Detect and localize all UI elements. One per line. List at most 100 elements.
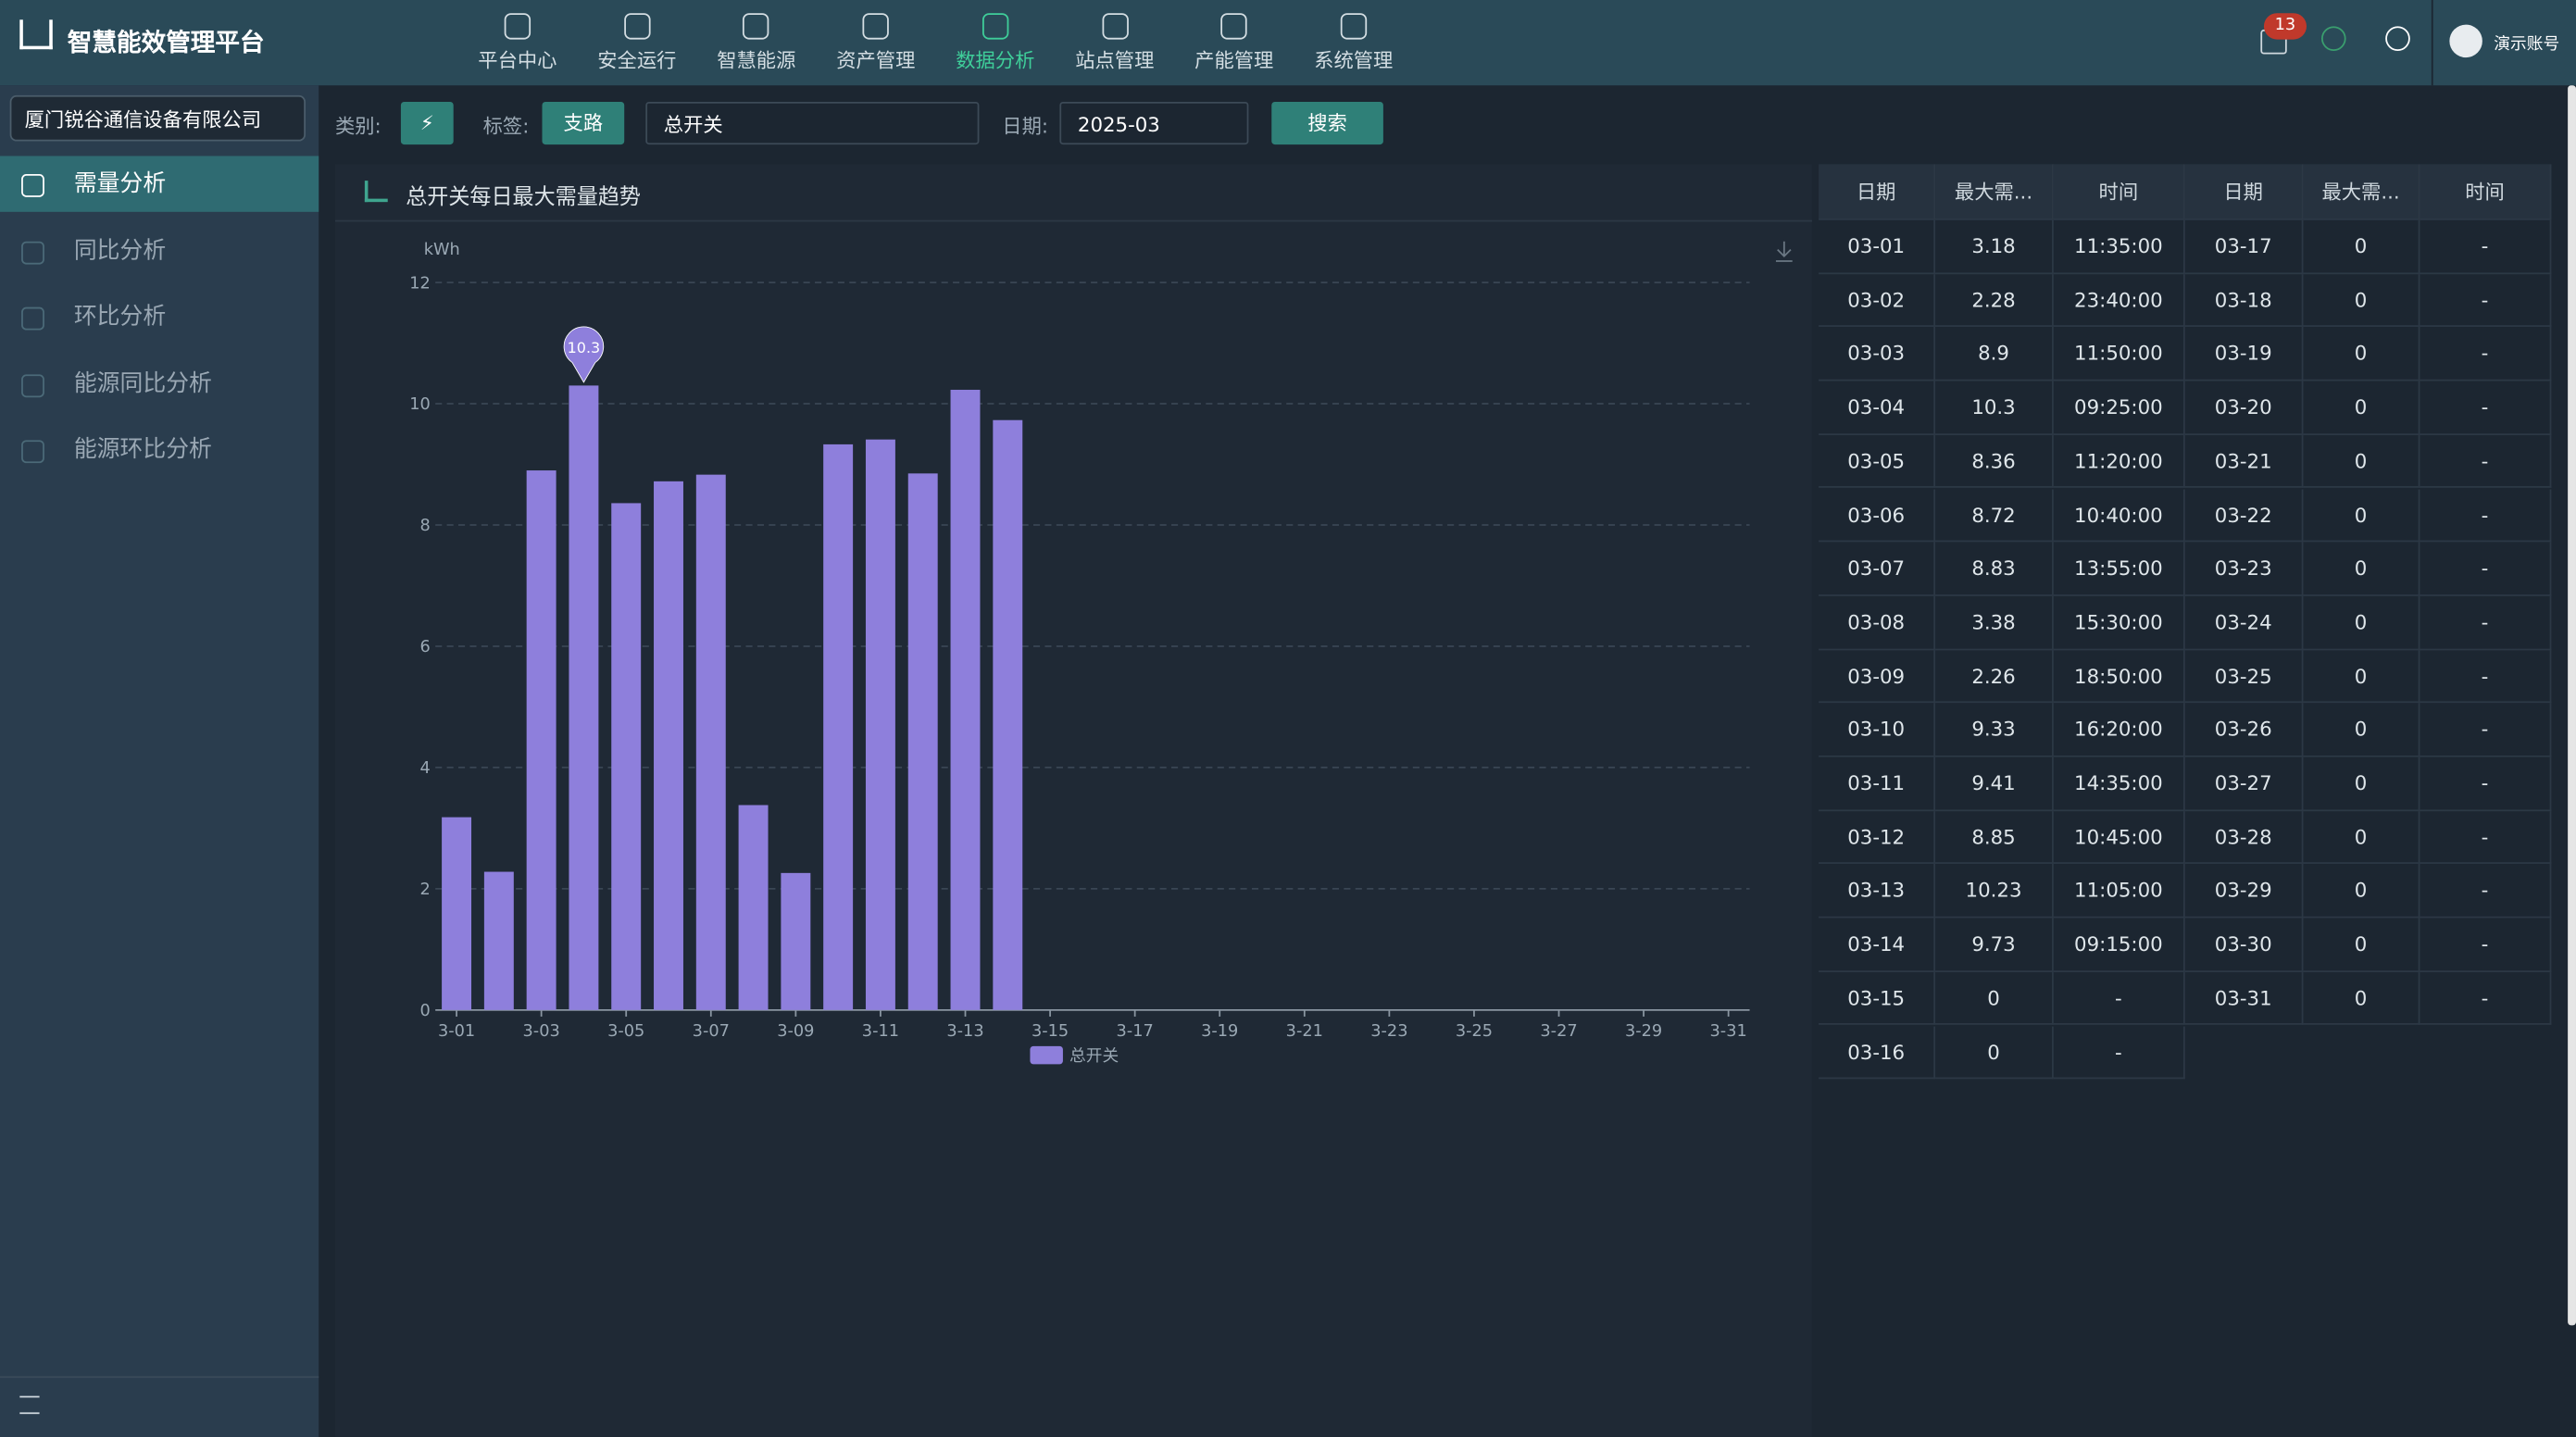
x-tick-label: 3-13 — [946, 1022, 983, 1041]
table-cell: 03-18 — [2184, 273, 2304, 328]
bar[interactable] — [907, 473, 938, 1010]
nav-item[interactable]: 平台中心 — [458, 6, 577, 74]
bar[interactable] — [993, 419, 1023, 1010]
nav-item[interactable]: 智慧能源 — [697, 6, 816, 74]
nav-icon[interactable] — [1101, 13, 1129, 40]
user-name[interactable]: 演示账号 — [2494, 36, 2560, 55]
table-cell: 11:50:00 — [2053, 327, 2185, 381]
table-cell: 03-12 — [1819, 810, 1936, 865]
table-cell: - — [2420, 273, 2552, 328]
side-label[interactable]: 环比分析 — [73, 304, 167, 331]
nav-icon[interactable] — [1340, 13, 1367, 40]
table-cell: 8.72 — [1935, 488, 2054, 543]
scrollbar[interactable] — [2568, 85, 2576, 1326]
nav-label[interactable]: 安全运行 — [597, 49, 677, 73]
tag-label: 标签: — [482, 115, 530, 138]
side-icon[interactable] — [21, 374, 44, 397]
tag-button[interactable]: 支路 — [542, 101, 625, 145]
bar[interactable] — [654, 481, 683, 1010]
nav-icon[interactable] — [1220, 13, 1247, 40]
download-icon[interactable] — [1775, 241, 1793, 262]
side-icon[interactable] — [21, 241, 44, 264]
nav-item[interactable]: 资产管理 — [817, 6, 935, 74]
nav-item[interactable]: 系统管理 — [1294, 6, 1413, 74]
date-input[interactable]: 2025-03 — [1059, 101, 1249, 145]
nav-label[interactable]: 平台中心 — [478, 49, 557, 73]
table-cell: 23:40:00 — [2053, 273, 2185, 328]
avatar[interactable] — [2449, 24, 2482, 58]
side-item[interactable]: 需量分析 — [0, 156, 319, 212]
bar[interactable] — [611, 503, 642, 1010]
bar[interactable] — [569, 385, 599, 1010]
bar[interactable] — [695, 474, 726, 1010]
category-button[interactable]: ⚡ — [400, 101, 454, 145]
side-label[interactable]: 需量分析 — [73, 170, 167, 197]
bar[interactable] — [738, 805, 769, 1010]
x-tick-label: 3-01 — [438, 1022, 475, 1041]
table-cell: 03-22 — [2184, 488, 2304, 543]
nav-label[interactable]: 站点管理 — [1075, 49, 1155, 73]
bar[interactable] — [442, 817, 472, 1010]
company-select[interactable]: 厦门锐谷通信设备有限公司 — [9, 94, 306, 142]
nav-label[interactable]: 产能管理 — [1194, 49, 1274, 73]
legend-swatch[interactable] — [1030, 1045, 1063, 1065]
switch-select[interactable]: 总开关 — [645, 101, 980, 145]
table-cell: - — [2053, 971, 2185, 1026]
table-cell: 15:30:00 — [2053, 595, 2185, 650]
y-tick-label: 12 — [409, 274, 431, 293]
side-icon[interactable] — [21, 307, 44, 331]
collapse-icon[interactable] — [19, 1395, 40, 1415]
table-cell: 03-08 — [1819, 595, 1936, 650]
side-label[interactable]: 能源环比分析 — [73, 437, 212, 464]
bar[interactable] — [781, 872, 811, 1010]
y-axis-label: kWh — [424, 241, 460, 259]
y-tick-label: 6 — [420, 638, 431, 656]
nav-label[interactable]: 资产管理 — [836, 49, 916, 73]
table-cell: 03-10 — [1819, 703, 1936, 757]
nav-icon[interactable] — [982, 13, 1009, 40]
table-cell: 03-03 — [1819, 327, 1936, 381]
table-cell: 18:50:00 — [2053, 649, 2185, 704]
table-cell: - — [2420, 703, 2552, 757]
search-text[interactable]: 搜索 — [1307, 111, 1347, 135]
nav-icon[interactable] — [743, 13, 770, 40]
side-label[interactable]: 能源同比分析 — [73, 370, 212, 397]
chart: kWh 0 2 4 6 8 10 12 3-01 3-03 3-05 3-07 3-09 3-11 3-13… — [409, 241, 1793, 1066]
side-label[interactable]: 同比分析 — [73, 237, 167, 264]
side-icon[interactable] — [21, 174, 44, 197]
side-icon[interactable] — [21, 441, 44, 464]
nav-label[interactable]: 智慧能源 — [717, 49, 796, 73]
bar[interactable] — [823, 444, 854, 1010]
bar[interactable] — [483, 871, 514, 1010]
nav-item[interactable]: 安全运行 — [578, 6, 696, 74]
table-cell: 03-09 — [1819, 649, 1936, 704]
status-icon[interactable] — [2320, 26, 2346, 51]
help-icon[interactable] — [2385, 26, 2410, 51]
home-icon[interactable] — [19, 19, 53, 50]
bar[interactable] — [950, 389, 981, 1010]
side-item[interactable]: 能源环比分析 — [0, 423, 319, 479]
nav-icon[interactable] — [504, 13, 531, 40]
table-cell: 03-25 — [2184, 649, 2304, 704]
table-header: 时间 — [2420, 164, 2552, 220]
x-tick-label: 3-09 — [777, 1022, 814, 1041]
nav-icon[interactable] — [623, 13, 651, 40]
table-cell: - — [2420, 434, 2552, 489]
side-item[interactable]: 能源同比分析 — [0, 356, 319, 412]
table-cell: 10:45:00 — [2053, 810, 2185, 865]
x-tick-label: 3-27 — [1540, 1022, 1577, 1041]
side-item[interactable]: 环比分析 — [0, 290, 319, 345]
nav-label[interactable]: 系统管理 — [1314, 49, 1394, 73]
legend-label[interactable]: 总开关 — [1069, 1046, 1119, 1066]
bar[interactable] — [865, 439, 895, 1010]
table-cell: - — [2420, 971, 2552, 1026]
nav-item[interactable]: 站点管理 — [1056, 6, 1174, 74]
nav-item[interactable]: 产能管理 — [1175, 6, 1294, 74]
nav-label[interactable]: 数据分析 — [956, 49, 1035, 73]
side-item[interactable]: 同比分析 — [0, 223, 319, 279]
nav-item[interactable]: 数据分析 — [936, 6, 1055, 74]
bar[interactable] — [526, 470, 556, 1010]
nav-icon[interactable] — [862, 13, 890, 40]
table-cell: 3.18 — [1935, 219, 2054, 274]
search-button[interactable]: 搜索 — [1271, 101, 1383, 145]
